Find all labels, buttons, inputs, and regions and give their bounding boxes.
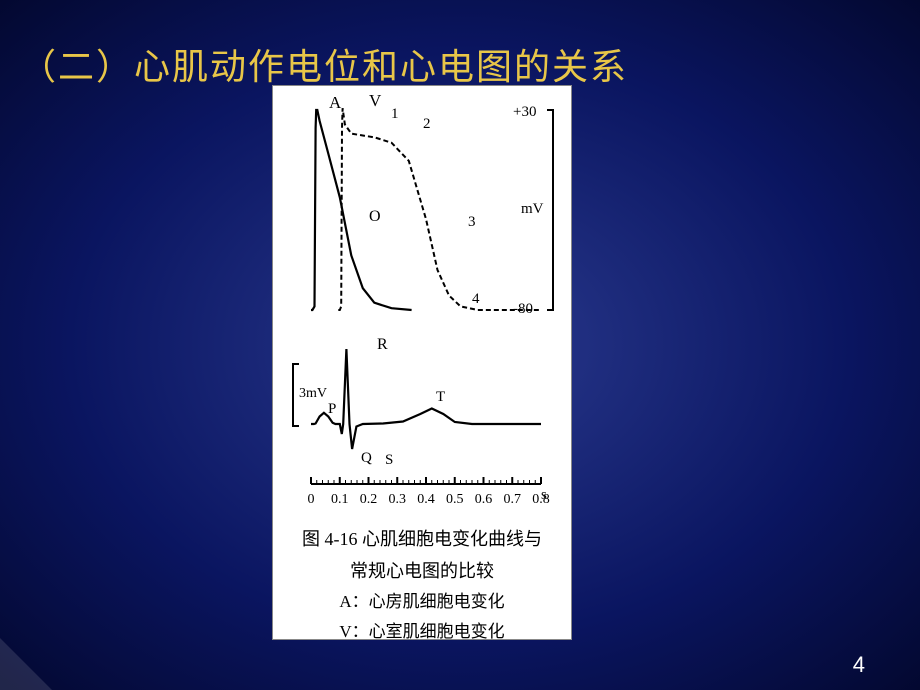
svg-text:0.4: 0.4 (417, 492, 435, 507)
svg-text:0.3: 0.3 (389, 492, 407, 507)
figure-caption: 图 4-16 心肌细胞电变化曲线与 常规心电图的比较 A：心房肌细胞电变化 V：… (273, 524, 571, 647)
slide-title: （二）心肌动作电位和心电图的关系 (20, 38, 628, 90)
y-bottom: -80 (513, 301, 533, 318)
label-S: S (385, 452, 393, 469)
caption-line-1: 图 4-16 心肌细胞电变化曲线与 (273, 524, 571, 556)
corner-accent (0, 638, 52, 690)
label-O: O (369, 208, 381, 226)
svg-text:0.1: 0.1 (331, 492, 349, 507)
ecg-scale: 3mV (299, 386, 327, 402)
caption-sub-2: V：心室肌细胞电变化 (273, 617, 571, 647)
svg-text:0.2: 0.2 (360, 492, 378, 507)
label-P: P (328, 401, 336, 418)
caption-line-2: 常规心电图的比较 (273, 556, 571, 588)
time-unit: s (541, 487, 547, 504)
svg-text:0.7: 0.7 (504, 492, 522, 507)
phase-3: 3 (468, 214, 476, 231)
figure-panel: A V 1 2 3 4 O +30 -80 mV 3mV P Q R S T 0… (272, 85, 572, 640)
phase-4: 4 (472, 291, 480, 308)
label-V: V (369, 91, 381, 111)
svg-text:0: 0 (308, 492, 315, 507)
page-number: 4 (853, 652, 865, 678)
label-A: A (329, 93, 341, 113)
phase-2: 2 (423, 116, 431, 133)
label-Q: Q (361, 450, 372, 467)
label-R: R (377, 336, 388, 354)
caption-sub-1: A：心房肌细胞电变化 (273, 587, 571, 617)
phase-1: 1 (391, 106, 399, 123)
label-T: T (436, 389, 445, 406)
time-axis: 00.10.20.30.40.50.60.70.8 (273, 469, 573, 519)
svg-text:0.5: 0.5 (446, 492, 464, 507)
y-top: +30 (513, 104, 536, 121)
svg-text:0.6: 0.6 (475, 492, 493, 507)
y-unit: mV (521, 201, 544, 218)
